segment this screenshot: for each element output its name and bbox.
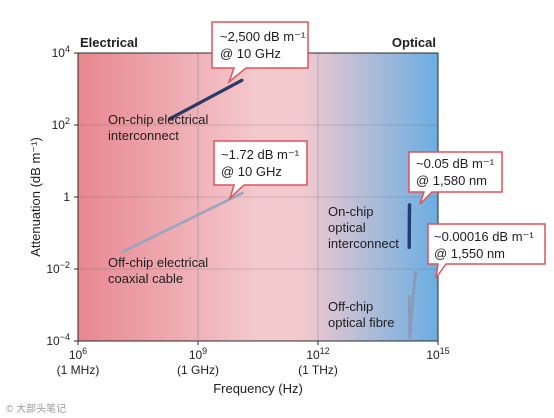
callout-value: ~0.05 dB m⁻¹ [416,156,495,171]
y-tick-label: 10−4 [46,332,70,348]
y-tick-label: 1 [63,190,70,204]
x-tick-label: 1012 [306,346,329,362]
callout-value: ~0.00016 dB m⁻¹ [434,229,534,244]
callout-frequency: @ 10 GHz [221,164,282,179]
x-tick-label: 1015 [426,346,449,362]
x-tick-label: 109 [189,346,207,362]
series-label-coaxial-cable: Off-chip electrical coaxial cable [108,255,212,286]
region-label-optical: Optical [392,35,436,50]
x-tick-label: 106 [69,346,87,362]
x-tick-sublabel: (1 GHz) [177,363,219,377]
callout-frequency: @ 10 GHz [220,46,281,61]
x-tick-sublabel: (1 THz) [298,363,338,377]
callout-value: ~1.72 dB m⁻¹ [221,147,300,162]
series-label-on-chip-electrical: On-chip electrical interconnect [108,112,212,143]
x-axis-label: Frequency (Hz) [213,381,303,396]
series-line-1 [168,78,244,121]
x-axis-ticks: 106(1 MHz) 109(1 GHz) 1012(1 THz) 1015 [57,341,450,377]
series-line-4 [407,271,417,340]
callout-optical-fibre: ~0.00016 dB m⁻¹ @ 1,550 nm [427,223,546,279]
series-line-2 [121,191,244,254]
y-axis-ticks: 104 102 1 10−2 10−4 [46,44,78,348]
y-tick-label: 104 [52,44,70,60]
series-label-optical-fibre: Off-chip optical fibre [328,299,394,330]
series-lines [121,78,417,340]
series-label-on-chip-optical: On-chip optical interconnect [328,204,399,251]
callout-coaxial-cable: ~1.72 dB m⁻¹ @ 10 GHz [213,140,308,201]
callout-on-chip-optical: ~0.05 dB m⁻¹ @ 1,580 nm [408,151,503,205]
region-label-electrical: Electrical [80,35,138,50]
y-tick-label: 102 [52,116,70,132]
callout-on-chip-electrical: ~2,500 dB m⁻¹ @ 10 GHz [211,21,309,85]
callout-value: ~2,500 dB m⁻¹ [220,29,306,44]
watermark: © 大部头笔记 [6,402,66,415]
callout-frequency: @ 1,580 nm [416,173,487,188]
x-tick-sublabel: (1 MHz) [57,363,100,377]
callout-frequency: @ 1,550 nm [434,246,505,261]
y-tick-label: 10−2 [46,260,70,276]
y-axis-label: Attenuation (dB m⁻¹) [28,137,43,257]
